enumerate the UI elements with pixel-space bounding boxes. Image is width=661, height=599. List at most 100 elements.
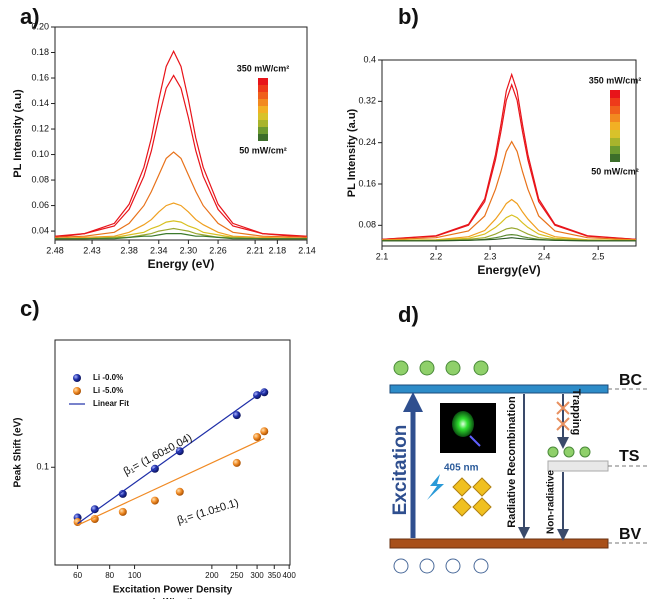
- y-axis-label: PL Intensity (a.u): [12, 89, 24, 178]
- x-tick-label: 60: [73, 571, 82, 580]
- octahedron: [452, 477, 472, 497]
- x-tick-label: 400: [282, 571, 296, 580]
- line: [381, 198, 637, 241]
- y-tick-label: 0.16: [31, 72, 49, 82]
- y-tick-label: 0.24: [358, 137, 376, 147]
- line: [55, 233, 307, 240]
- line: [381, 72, 637, 240]
- colorbar-cell: [610, 146, 620, 154]
- plot-frame: [54, 339, 291, 566]
- laser-bolt: [427, 474, 444, 500]
- line: [54, 49, 308, 237]
- line: [381, 82, 637, 240]
- x-tick-label: 2.21: [246, 245, 264, 255]
- colorbar-cell: [610, 154, 620, 162]
- y-tick-label: 0.16: [358, 178, 376, 188]
- x-tick-label: 2.2: [430, 251, 443, 261]
- point: [232, 458, 241, 467]
- point: [253, 432, 262, 441]
- colorbar-cell: [258, 106, 268, 113]
- plot-frame: [381, 59, 637, 247]
- colorbar-label: 50 mW/cm²: [239, 145, 287, 155]
- point: [90, 505, 99, 514]
- trapping-label: Trapping: [570, 389, 582, 435]
- legend-swatch: [73, 374, 81, 382]
- trapped-electron: [563, 446, 575, 458]
- point: [175, 487, 184, 496]
- x-tick-label: 200: [205, 571, 219, 580]
- x-axis-label: Energy(eV): [477, 263, 540, 277]
- x-axis-label: Excitation Power Density: [113, 585, 233, 596]
- hole: [419, 558, 435, 574]
- line: [54, 151, 308, 238]
- panel-label: d): [398, 302, 419, 327]
- colorbar-cell: [258, 92, 268, 99]
- legend-label: Linear Fit: [93, 399, 129, 408]
- x-tick-label: 2.38: [120, 245, 138, 255]
- x-axis-unit: (mW/cm²): [152, 596, 193, 599]
- x-tick-label: 2.34: [150, 245, 168, 255]
- crystal: [452, 477, 492, 517]
- x-tick-label: 2.30: [180, 245, 198, 255]
- laser-label: 405 nm: [444, 463, 479, 474]
- x-tick-label: 2.43: [83, 245, 101, 255]
- line: [54, 202, 308, 240]
- x-tick-label: 300: [250, 571, 264, 580]
- panel-label: c): [20, 296, 40, 321]
- annotation: β₁= (1.0±0.1): [176, 497, 240, 527]
- x-tick-label: 80: [105, 571, 114, 580]
- band-label: BV: [619, 526, 642, 543]
- y-tick-label: 0.18: [31, 47, 49, 57]
- colorbar-cell: [610, 130, 620, 138]
- x-tick-label: 2.48: [46, 245, 64, 255]
- colorbar-cell: [610, 90, 620, 98]
- colorbar-cell: [258, 85, 268, 92]
- legend-swatch: [73, 387, 81, 395]
- colorbar-label: 350 mW/cm²: [237, 63, 290, 73]
- panel-label: a): [20, 4, 40, 29]
- trap-state: [547, 460, 609, 472]
- y-tick-label: 0.08: [31, 174, 49, 184]
- x-tick-label: 2.4: [538, 251, 551, 261]
- electron: [419, 360, 435, 376]
- y-axis-label: PL Intensity (a.u): [346, 108, 358, 197]
- panel: c) 60 80 100 200 250 300 350 400 0.1 Excitation Po…: [13, 296, 297, 599]
- y-tick-label: 0.04: [31, 225, 49, 235]
- photo-glow: [452, 411, 474, 437]
- colorbar-cell: [258, 127, 268, 134]
- colorbar-label: 50 mW/cm²: [591, 166, 639, 176]
- hole: [445, 558, 461, 574]
- line: [54, 74, 308, 238]
- photo-glow: [469, 435, 481, 447]
- point: [118, 507, 127, 516]
- point: [260, 427, 269, 436]
- colorbar-cell: [258, 99, 268, 106]
- trapped-electron: [579, 446, 591, 458]
- point: [232, 411, 241, 420]
- line: [77, 437, 265, 526]
- point: [150, 496, 159, 505]
- valence-band: [389, 538, 609, 549]
- y-tick-label: 0.1: [36, 462, 49, 472]
- hole: [393, 558, 409, 574]
- line: [381, 214, 637, 241]
- x-tick-label: 2.26: [209, 245, 227, 255]
- y-tick-label: 0.06: [31, 200, 49, 210]
- legend-label: Li -5.0%: [93, 386, 123, 395]
- electron: [445, 360, 461, 376]
- y-tick-label: 0.20: [31, 21, 49, 31]
- x-tick-label: 350: [268, 571, 282, 580]
- point: [260, 388, 269, 397]
- y-axis-label: Peak Shift (eV): [13, 417, 24, 487]
- band-label: TS: [619, 448, 640, 465]
- x-tick-label: 2.14: [298, 245, 316, 255]
- y-tick-label: 0.10: [31, 149, 49, 159]
- octahedron: [472, 477, 492, 497]
- colorbar-cell: [610, 114, 620, 122]
- y-tick-label: 0.32: [358, 96, 376, 106]
- colorbar-cell: [258, 134, 268, 141]
- radiative-label: Radiative Recombination: [506, 396, 518, 528]
- y-tick-label: 0.08: [358, 220, 376, 230]
- excitation-label: Excitation: [390, 425, 411, 516]
